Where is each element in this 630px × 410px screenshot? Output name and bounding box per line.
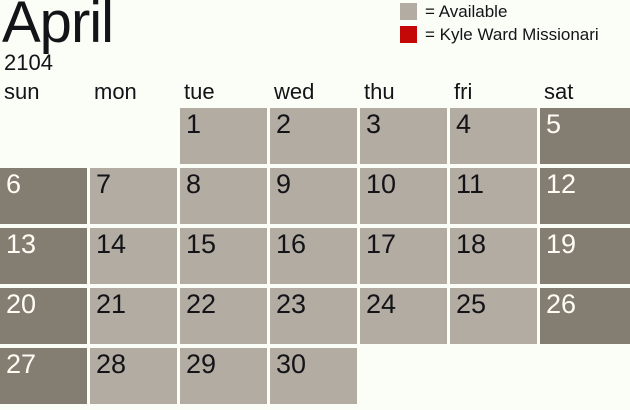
calendar-day-7[interactable]: 7: [90, 168, 177, 224]
day-number: 8: [186, 169, 202, 199]
day-number: 4: [456, 109, 472, 139]
calendar-day-29[interactable]: 29: [180, 348, 267, 404]
day-number: 13: [6, 229, 37, 259]
month-title: April: [2, 0, 114, 55]
calendar-day-14[interactable]: 14: [90, 228, 177, 284]
missionaries-swatch-icon: [400, 26, 417, 43]
calendar-day-17[interactable]: 17: [360, 228, 447, 284]
calendar-day-3[interactable]: 3: [360, 108, 447, 164]
day-number: 27: [6, 349, 37, 379]
calendar-day-16[interactable]: 16: [270, 228, 357, 284]
day-number: 18: [456, 229, 487, 259]
calendar-day-21[interactable]: 21: [90, 288, 177, 344]
day-number: 30: [276, 349, 307, 379]
legend-label-available: = Available: [425, 2, 508, 21]
day-header-thu: thu: [364, 79, 395, 104]
calendar-day-8[interactable]: 8: [180, 168, 267, 224]
day-number: 24: [366, 289, 397, 319]
day-header-tue: tue: [184, 79, 215, 104]
day-number: 1: [186, 109, 202, 139]
day-header-fri: fri: [454, 79, 473, 104]
legend-label-missionaries: = Kyle Ward Missionari: [425, 25, 599, 44]
day-number: 14: [96, 229, 127, 259]
calendar-day-11[interactable]: 11: [450, 168, 537, 224]
calendar-day-22[interactable]: 22: [180, 288, 267, 344]
calendar-day-30[interactable]: 30: [270, 348, 357, 404]
calendar-day-20[interactable]: 20: [0, 288, 87, 344]
day-number: 25: [456, 289, 487, 319]
calendar-day-9[interactable]: 9: [270, 168, 357, 224]
day-number: 20: [6, 289, 37, 319]
legend-item-missionaries: = Kyle Ward Missionari: [400, 26, 599, 43]
day-number: 16: [276, 229, 307, 259]
calendar-day-10[interactable]: 10: [360, 168, 447, 224]
day-number: 21: [96, 289, 127, 319]
year-label: 2104: [4, 50, 53, 75]
available-swatch-icon: [400, 3, 417, 20]
calendar-day-23[interactable]: 23: [270, 288, 357, 344]
day-number: 6: [6, 169, 22, 199]
calendar-day-2[interactable]: 2: [270, 108, 357, 164]
calendar-day-12[interactable]: 12: [540, 168, 630, 224]
calendar-day-27[interactable]: 27: [0, 348, 87, 404]
calendar-day-5[interactable]: 5: [540, 108, 630, 164]
day-number: 3: [366, 109, 382, 139]
day-number: 29: [186, 349, 217, 379]
day-number: 19: [546, 229, 577, 259]
day-header-sat: sat: [544, 79, 574, 104]
day-number: 7: [96, 169, 112, 199]
calendar-day-1[interactable]: 1: [180, 108, 267, 164]
legend: = Available = Kyle Ward Missionari: [400, 3, 599, 49]
day-header-sun: sun: [4, 79, 40, 104]
day-number: 9: [276, 169, 292, 199]
day-number: 28: [96, 349, 127, 379]
day-number: 23: [276, 289, 307, 319]
day-number: 11: [456, 169, 485, 199]
calendar-day-25[interactable]: 25: [450, 288, 537, 344]
calendar-day-15[interactable]: 15: [180, 228, 267, 284]
calendar-day-13[interactable]: 13: [0, 228, 87, 284]
day-header-mon: mon: [94, 79, 137, 104]
calendar-day-26[interactable]: 26: [540, 288, 630, 344]
legend-item-available: = Available: [400, 3, 599, 20]
calendar-day-18[interactable]: 18: [450, 228, 537, 284]
day-header-wed: wed: [274, 79, 315, 104]
day-number: 22: [186, 289, 217, 319]
day-number: 5: [546, 109, 562, 139]
day-number: 2: [276, 109, 292, 139]
calendar-day-24[interactable]: 24: [360, 288, 447, 344]
day-number: 17: [366, 229, 397, 259]
calendar-day-4[interactable]: 4: [450, 108, 537, 164]
day-number: 12: [546, 169, 577, 199]
day-number: 15: [186, 229, 217, 259]
day-number: 10: [366, 169, 397, 199]
calendar-day-28[interactable]: 28: [90, 348, 177, 404]
calendar-day-6[interactable]: 6: [0, 168, 87, 224]
day-header-row: sun mon tue wed thu fri sat: [0, 80, 630, 104]
calendar-grid: 1 2 3 4 5 6 7 8 9 10 11 12 13 14 15 16 17 18 19 20 21 22 23 24 2…: [0, 108, 630, 404]
calendar-day-19[interactable]: 19: [540, 228, 630, 284]
day-number: 26: [546, 289, 577, 319]
